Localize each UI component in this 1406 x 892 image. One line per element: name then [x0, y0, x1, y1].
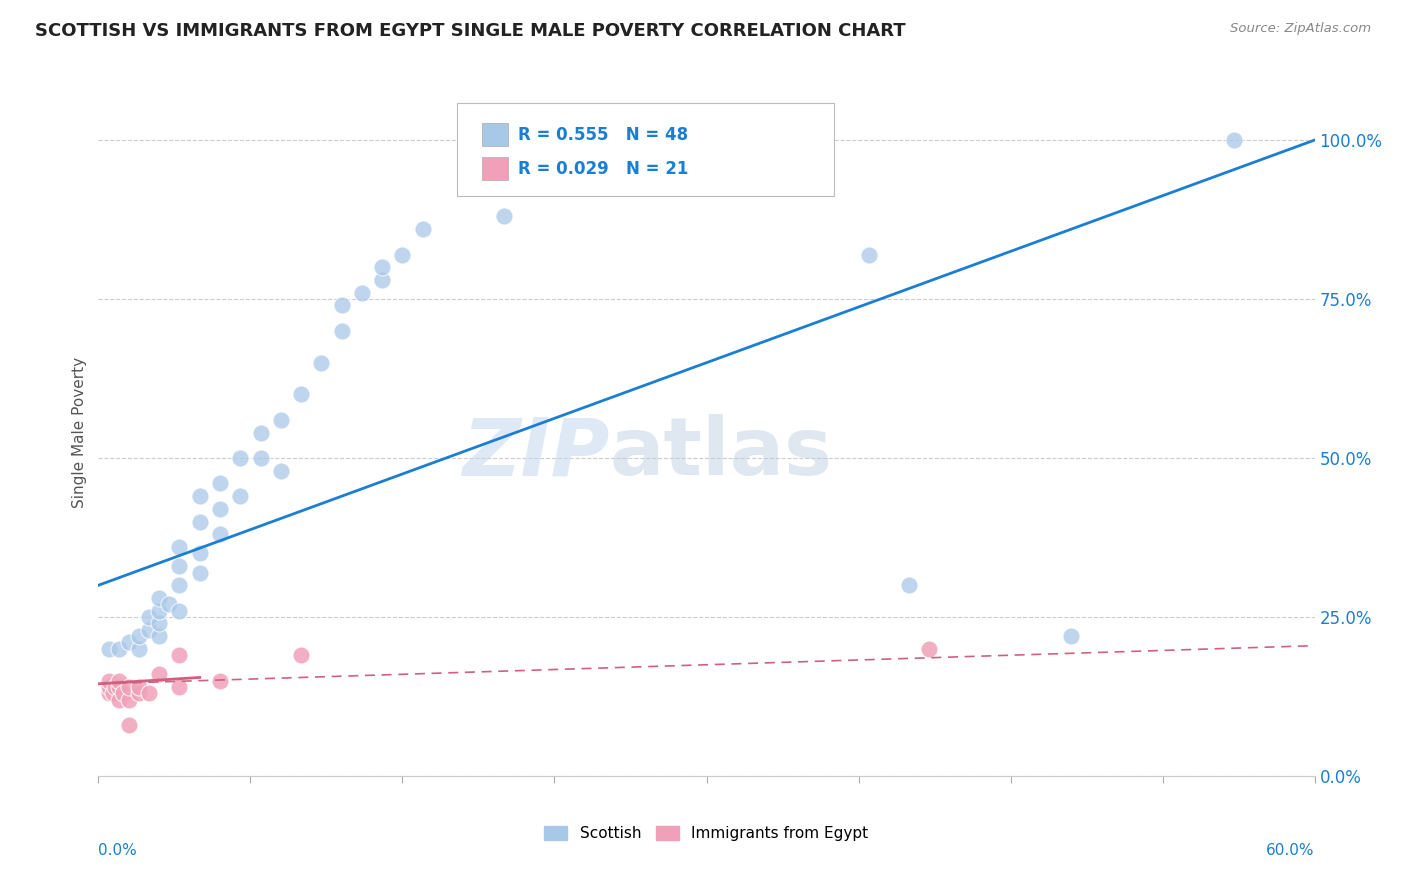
Point: [148, 591, 170, 605]
Point: [290, 387, 312, 401]
Point: [169, 680, 191, 694]
Point: [209, 673, 232, 688]
Point: [350, 285, 373, 300]
Point: [118, 680, 141, 694]
Point: [898, 578, 921, 592]
Point: [229, 451, 252, 466]
Text: R = 0.029   N = 21: R = 0.029 N = 21: [517, 160, 689, 178]
Point: [148, 616, 170, 631]
Point: [412, 222, 434, 236]
Point: [104, 680, 127, 694]
Point: [188, 546, 211, 560]
Point: [97, 641, 120, 656]
Point: [492, 210, 515, 224]
Text: R = 0.555   N = 48: R = 0.555 N = 48: [517, 126, 688, 144]
Point: [138, 610, 160, 624]
Point: [148, 629, 170, 643]
Text: SCOTTISH VS IMMIGRANTS FROM EGYPT SINGLE MALE POVERTY CORRELATION CHART: SCOTTISH VS IMMIGRANTS FROM EGYPT SINGLE…: [35, 22, 905, 40]
Point: [157, 598, 180, 612]
Point: [1060, 629, 1083, 643]
Point: [188, 566, 211, 580]
Point: [249, 451, 271, 466]
Point: [249, 425, 271, 440]
Point: [148, 604, 170, 618]
Point: [330, 324, 353, 338]
Point: [290, 648, 312, 663]
Point: [169, 604, 191, 618]
Bar: [481, 123, 509, 145]
Text: ZIP: ZIP: [461, 414, 609, 492]
Point: [270, 464, 292, 478]
Y-axis label: Single Male Poverty: Single Male Poverty: [72, 357, 87, 508]
Point: [391, 247, 413, 261]
Point: [533, 133, 555, 147]
Point: [169, 559, 191, 574]
Point: [311, 356, 333, 370]
Legend: Scottish, Immigrants from Egypt: Scottish, Immigrants from Egypt: [538, 820, 875, 847]
Point: [138, 623, 160, 637]
Point: [97, 673, 120, 688]
Point: [169, 648, 191, 663]
Point: [107, 680, 129, 694]
Point: [138, 686, 160, 700]
Point: [188, 515, 211, 529]
Point: [270, 413, 292, 427]
Point: [371, 260, 394, 275]
Point: [107, 641, 129, 656]
Point: [1222, 133, 1244, 147]
Point: [118, 692, 141, 706]
Point: [209, 476, 232, 491]
Point: [169, 578, 191, 592]
Point: [97, 680, 120, 694]
Point: [209, 502, 232, 516]
Point: [209, 527, 232, 541]
Point: [918, 641, 941, 656]
Point: [101, 686, 124, 700]
Point: [858, 247, 880, 261]
Point: [111, 686, 134, 700]
Point: [330, 298, 353, 312]
Text: atlas: atlas: [609, 414, 832, 492]
Point: [229, 489, 252, 503]
Point: [634, 133, 657, 147]
Point: [574, 133, 596, 147]
Point: [107, 692, 129, 706]
Point: [128, 680, 150, 694]
Point: [128, 641, 150, 656]
FancyBboxPatch shape: [457, 103, 834, 195]
Text: 0.0%: 0.0%: [98, 843, 138, 858]
Point: [169, 540, 191, 554]
Point: [655, 133, 678, 147]
Point: [696, 133, 718, 147]
Point: [148, 667, 170, 681]
Point: [107, 673, 129, 688]
Bar: [481, 157, 509, 180]
Point: [371, 273, 394, 287]
Point: [188, 489, 211, 503]
Text: 60.0%: 60.0%: [1267, 843, 1315, 858]
Point: [97, 686, 120, 700]
Point: [128, 686, 150, 700]
Point: [118, 718, 141, 732]
Text: Source: ZipAtlas.com: Source: ZipAtlas.com: [1230, 22, 1371, 36]
Point: [128, 629, 150, 643]
Point: [118, 635, 141, 649]
